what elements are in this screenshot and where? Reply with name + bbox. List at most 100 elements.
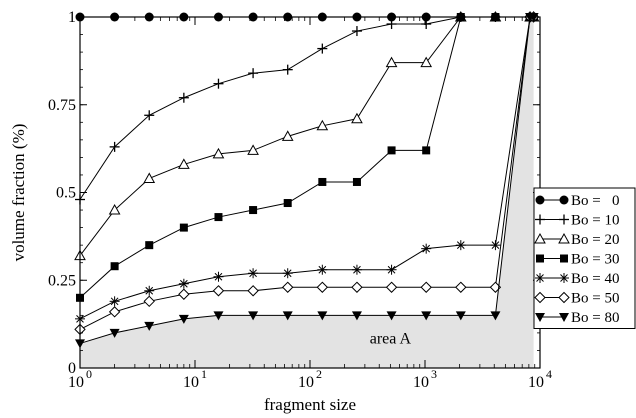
series-4 (75, 12, 539, 324)
x-tick-exponent: 1 (201, 367, 207, 381)
data-point (386, 311, 397, 321)
data-point (351, 281, 363, 293)
data-point (317, 264, 328, 275)
data-point (145, 241, 154, 250)
data-point (282, 64, 293, 75)
x-tick-label: 10 (68, 374, 84, 391)
series-line (79, 16, 534, 256)
x-tick-exponent: 2 (316, 367, 322, 381)
data-point (559, 195, 569, 205)
series-1 (75, 12, 539, 205)
data-point (178, 314, 189, 324)
legend: Bo = 0 Bo = 10 Bo = 20 Bo = 30 Bo = 40 Bo = 5… (533, 187, 636, 329)
data-point (144, 110, 155, 121)
data-point (282, 281, 294, 293)
legend-item: Bo = 10 (535, 213, 619, 229)
data-point (213, 78, 224, 89)
shaded-area-a (80, 17, 534, 368)
data-point (213, 311, 224, 321)
data-point (558, 291, 570, 304)
y-tick-label: 0.75 (48, 97, 76, 114)
y-tick-label: 1 (68, 9, 76, 26)
y-axis-title: volume fraction (%) (9, 124, 28, 262)
data-point (318, 177, 327, 186)
data-point (420, 56, 433, 68)
data-point (248, 68, 259, 79)
data-point (212, 285, 225, 297)
data-point (352, 177, 361, 186)
data-point (535, 214, 545, 225)
data-point (386, 264, 397, 275)
data-point (144, 321, 155, 331)
series-6 (75, 13, 539, 349)
data-point (559, 313, 569, 322)
data-point (535, 313, 545, 322)
series-5 (74, 11, 540, 336)
data-point (351, 264, 362, 275)
data-point (110, 262, 119, 271)
series-line (79, 16, 534, 200)
data-point (559, 273, 569, 283)
data-point (455, 281, 467, 293)
data-point (387, 146, 396, 155)
data-point (536, 254, 544, 263)
data-point (558, 232, 570, 244)
data-point (282, 268, 293, 279)
data-point (282, 311, 293, 321)
legend-label: Bo = 50 (571, 291, 619, 307)
data-point (316, 281, 329, 293)
x-axis-title: fragment size (264, 395, 356, 414)
data-point (421, 311, 432, 321)
data-point (178, 278, 189, 289)
data-point (213, 271, 224, 282)
data-point (247, 285, 259, 297)
data-point (214, 213, 223, 222)
data-point (283, 199, 292, 208)
legend-label: Bo = 40 (571, 271, 619, 287)
data-point (490, 240, 501, 251)
legend-label: Bo = 10 (571, 213, 619, 229)
data-point (455, 311, 466, 321)
data-point (351, 112, 363, 124)
legend-label: Bo = 80 (571, 310, 619, 326)
x-tick-exponent: 4 (546, 367, 552, 381)
y-tick-label: 0 (68, 360, 76, 377)
data-point (535, 195, 545, 205)
y-tick-label: 0.25 (48, 272, 76, 289)
series-3 (76, 13, 538, 302)
data-point (535, 273, 545, 283)
data-point (316, 119, 329, 131)
legend-item: Bo = 0 (535, 193, 619, 209)
data-point (178, 158, 190, 169)
legend-item: Bo = 30 (536, 252, 619, 268)
data-point (179, 223, 188, 232)
series-line (79, 16, 534, 320)
data-point (386, 19, 397, 30)
data-point (534, 291, 546, 304)
area-a-annotation: area A (370, 330, 412, 347)
legend-label: Bo = 20 (571, 232, 619, 248)
data-point (351, 26, 362, 37)
data-point (560, 254, 568, 263)
data-point (143, 295, 155, 308)
data-point (109, 328, 120, 338)
x-tick-label: 10 (413, 374, 429, 391)
data-point (108, 306, 121, 318)
legend-label: Bo = 0 (571, 193, 619, 209)
data-point (108, 204, 121, 215)
legend-item: Bo = 50 (534, 291, 619, 307)
x-tick-label: 10 (183, 374, 199, 391)
data-point (248, 311, 259, 321)
data-point (351, 311, 362, 321)
x-tick-label: 10 (298, 374, 314, 391)
x-tick-label: 10 (528, 374, 544, 391)
data-point (249, 206, 258, 215)
data-point (109, 296, 120, 307)
data-point (422, 146, 431, 155)
x-tick-exponent: 0 (86, 367, 92, 381)
data-point (385, 56, 398, 68)
data-point (109, 141, 120, 152)
legend-item: Bo = 40 (535, 271, 619, 287)
data-point (421, 243, 432, 254)
